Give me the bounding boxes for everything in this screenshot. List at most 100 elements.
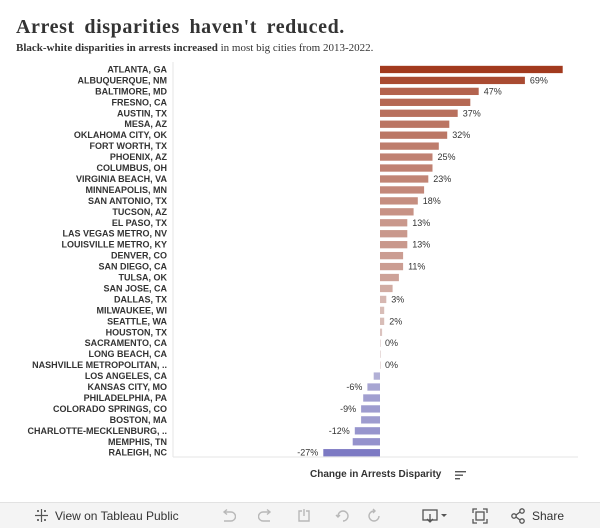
value-label: 3%: [391, 294, 404, 304]
bar[interactable]: [380, 284, 393, 293]
fullscreen-icon: [472, 507, 488, 524]
category-label: VIRGINIA BEACH, VA: [76, 174, 168, 184]
category-label: ALBUQUERQUE, NM: [78, 75, 168, 85]
bar[interactable]: [380, 328, 383, 336]
bar[interactable]: [323, 449, 380, 457]
bar[interactable]: [380, 317, 385, 325]
category-label: CHARLOTTE-MECKLENBURG, ..: [28, 426, 168, 436]
bar[interactable]: [380, 219, 408, 227]
bar[interactable]: [354, 427, 380, 435]
category-label: MEMPHIS, TN: [108, 437, 167, 447]
bar[interactable]: [380, 142, 439, 150]
bar[interactable]: [380, 197, 418, 205]
fullscreen-button[interactable]: [472, 507, 488, 524]
bar[interactable]: [363, 394, 380, 402]
revert-button[interactable]: [296, 507, 312, 524]
pause-icon: [335, 509, 349, 522]
value-label: 0%: [385, 360, 398, 370]
value-label: 32%: [452, 130, 470, 140]
view-on-tableau-button[interactable]: View on Tableau Public: [34, 507, 179, 524]
share-label: Share: [532, 508, 565, 523]
bar[interactable]: [380, 208, 414, 216]
bar[interactable]: [380, 339, 381, 347]
category-label: MILWAUKEE, WI: [97, 305, 168, 315]
category-label: BALTIMORE, MD: [95, 86, 167, 96]
category-label: MESA, AZ: [124, 119, 167, 129]
category-label: TUCSON, AZ: [112, 207, 167, 217]
chart-subtitle: Black-white disparities in arrests incre…: [16, 42, 373, 54]
category-label: NASHVILLE METROPOLITAN, ..: [32, 360, 167, 370]
refresh-button[interactable]: [366, 507, 382, 524]
bar[interactable]: [380, 241, 408, 249]
category-label: SEATTLE, WA: [107, 316, 167, 326]
bar[interactable]: [380, 164, 433, 172]
redo-icon: [258, 508, 272, 522]
share-button[interactable]: Share: [510, 507, 564, 524]
value-label: 23%: [433, 174, 451, 184]
category-label: KANSAS CITY, MO: [87, 382, 167, 392]
tableau-logo-icon: [35, 509, 48, 522]
value-label: 25%: [438, 152, 456, 162]
sort-icon[interactable]: [455, 470, 467, 480]
category-label: DENVER, CO: [111, 251, 167, 261]
bar[interactable]: [352, 438, 380, 446]
value-label: 11%: [408, 262, 425, 272]
bar[interactable]: [380, 153, 433, 161]
download-icon: [422, 508, 447, 523]
bar[interactable]: [380, 65, 563, 74]
bar[interactable]: [380, 109, 458, 117]
category-label: SAN DIEGO, CA: [98, 262, 167, 272]
bar[interactable]: [373, 372, 380, 380]
value-label: 13%: [412, 218, 430, 228]
undo-icon: [222, 508, 236, 522]
value-label: 0%: [385, 338, 398, 348]
value-label: 13%: [412, 240, 430, 250]
bar[interactable]: [380, 350, 381, 358]
bar[interactable]: [380, 295, 387, 304]
bar[interactable]: [367, 383, 380, 391]
bar[interactable]: [380, 131, 448, 139]
bar[interactable]: [380, 76, 525, 85]
redo-button[interactable]: [258, 507, 274, 524]
bar[interactable]: [380, 175, 429, 183]
bar[interactable]: [380, 361, 381, 369]
subtitle-bold: Black-white disparities in arrests incre…: [16, 42, 218, 54]
category-label: SAN ANTONIO, TX: [88, 196, 167, 206]
category-label: FRESNO, CA: [111, 97, 167, 107]
bar[interactable]: [380, 98, 471, 106]
refresh-icon: [368, 508, 380, 522]
bar[interactable]: [380, 251, 404, 260]
bar[interactable]: [380, 120, 450, 128]
value-label: 37%: [463, 108, 481, 118]
bar[interactable]: [380, 262, 404, 271]
category-label: OKLAHOMA CITY, OK: [74, 130, 168, 140]
category-label: BOSTON, MA: [110, 415, 168, 425]
download-menu-button[interactable]: [422, 507, 448, 524]
bar[interactable]: [380, 87, 479, 96]
category-label: TULSA, OK: [119, 273, 168, 283]
x-axis-title: Change in Arrests Disparity: [310, 469, 442, 480]
value-label: 18%: [423, 196, 441, 206]
bar[interactable]: [361, 416, 380, 424]
bar[interactable]: [380, 306, 385, 315]
share-icon: [511, 507, 525, 524]
category-label: LONG BEACH, CA: [89, 349, 168, 359]
pause-button[interactable]: [335, 507, 351, 524]
bar[interactable]: [361, 405, 380, 413]
category-label: AUSTIN, TX: [117, 108, 167, 118]
undo-button[interactable]: [220, 507, 236, 524]
category-label: DALLAS, TX: [114, 294, 167, 304]
bar[interactable]: [380, 186, 425, 194]
value-label: -27%: [297, 448, 318, 458]
bar[interactable]: [380, 273, 399, 282]
category-label: ATLANTA, GA: [107, 64, 167, 74]
category-label: MINNEAPOLIS, MN: [85, 185, 167, 195]
revert-icon: [298, 508, 310, 522]
category-label: FORT WORTH, TX: [90, 141, 168, 151]
value-label: -6%: [346, 382, 362, 392]
category-label: COLORADO SPRINGS, CO: [53, 404, 167, 414]
bar[interactable]: [380, 230, 408, 238]
category-label: LAS VEGAS METRO, NV: [62, 229, 167, 239]
